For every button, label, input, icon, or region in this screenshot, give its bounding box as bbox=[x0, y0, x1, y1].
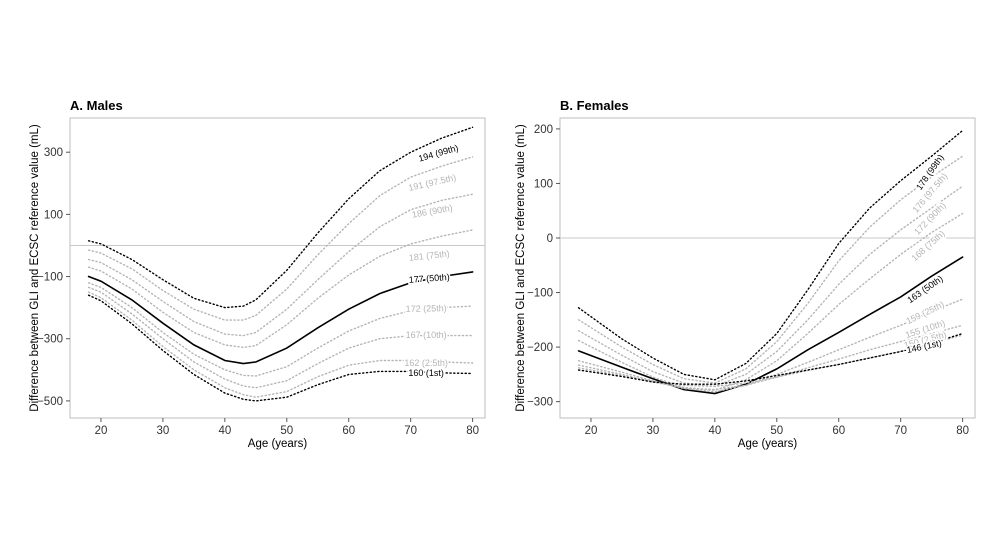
males-series-172-25th bbox=[87, 282, 474, 377]
males-x-tick-label: 70 bbox=[404, 425, 417, 437]
males-curve-label-181-75th: 181 (75th) bbox=[408, 249, 450, 263]
males-y-tick-label: −500 bbox=[37, 396, 63, 408]
males-curve-label-162-2-5th: 162 (2.5th) bbox=[404, 358, 448, 368]
males-series-181-75th bbox=[87, 229, 474, 349]
females-x-tick-label: 20 bbox=[585, 425, 598, 437]
males-x-axis-title: Age (years) bbox=[248, 438, 308, 450]
males-y-tick-label: 100 bbox=[44, 209, 63, 221]
females-series-146-1st bbox=[577, 332, 964, 385]
males-x-tick-label: 20 bbox=[95, 425, 108, 437]
males-series-167-10th bbox=[87, 286, 474, 389]
females-y-tick-label: −200 bbox=[527, 342, 553, 354]
males-y-axis-title: Difference between GLI and ECSC referenc… bbox=[29, 124, 41, 412]
males-x-tick-label: 30 bbox=[157, 425, 170, 437]
females-series-163-50th bbox=[577, 256, 964, 395]
females-x-tick-label: 50 bbox=[770, 425, 783, 437]
males-series-194-99th bbox=[87, 126, 474, 309]
males-plot-border bbox=[69, 117, 486, 419]
males-x-tick-label: 40 bbox=[218, 425, 231, 437]
females-panel: B. Females 20 30 40 50 60 70 80 200 100 0 −100 −200 −… bbox=[515, 98, 976, 450]
females-series-168-75th bbox=[577, 212, 964, 391]
females-x-tick-label: 80 bbox=[956, 425, 969, 437]
females-y-tick-label: 0 bbox=[547, 233, 553, 245]
males-curve-label-172-25th: 172 (25th) bbox=[406, 303, 447, 314]
females-panel-title: B. Females bbox=[560, 98, 629, 113]
females-y-tick-label: −100 bbox=[527, 288, 553, 300]
males-series-162-2-5th bbox=[87, 291, 474, 398]
males-y-tick-label: −300 bbox=[37, 334, 63, 346]
females-y-tick-label: 200 bbox=[534, 124, 553, 136]
males-curve-label-186-90th: 186 (90th) bbox=[411, 203, 453, 220]
females-series-172-90th bbox=[577, 185, 964, 388]
females-x-tick-label: 60 bbox=[832, 425, 845, 437]
males-panel-title: A. Males bbox=[70, 98, 123, 113]
females-x-tick-label: 40 bbox=[708, 425, 721, 437]
males-series-177-50th bbox=[87, 271, 474, 365]
males-panel: A. Males 20 30 40 50 60 70 80 300 100 −100 −300 −500… bbox=[29, 98, 486, 450]
females-y-axis-title: Difference between GLI and ECSC referenc… bbox=[515, 124, 527, 412]
males-x-tick-label: 80 bbox=[466, 425, 479, 437]
males-curve-label-177-50th: 177 (50th) bbox=[408, 272, 450, 285]
females-x-tick-label: 30 bbox=[647, 425, 660, 437]
males-curve-label-167-10th: 167 (10th) bbox=[406, 330, 447, 340]
females-series-159-25th bbox=[577, 298, 964, 393]
females-x-tick-label: 70 bbox=[894, 425, 907, 437]
males-series-191-97-5th bbox=[87, 156, 474, 321]
females-y-tick-label: −300 bbox=[527, 397, 553, 409]
males-x-tick-label: 50 bbox=[280, 425, 293, 437]
females-series-176-97-5th bbox=[577, 155, 964, 384]
males-series-160-1st bbox=[87, 294, 474, 402]
males-series-186-90th bbox=[87, 193, 474, 337]
males-x-tick-label: 60 bbox=[342, 425, 355, 437]
females-x-axis-title: Age (years) bbox=[738, 438, 798, 450]
males-curve-label-160-1st: 160 (1st) bbox=[408, 368, 444, 378]
males-y-tick-label: 300 bbox=[44, 147, 63, 159]
males-y-tick-label: −100 bbox=[37, 272, 63, 284]
females-y-tick-label: 100 bbox=[534, 178, 553, 190]
females-plot-border bbox=[559, 117, 976, 419]
